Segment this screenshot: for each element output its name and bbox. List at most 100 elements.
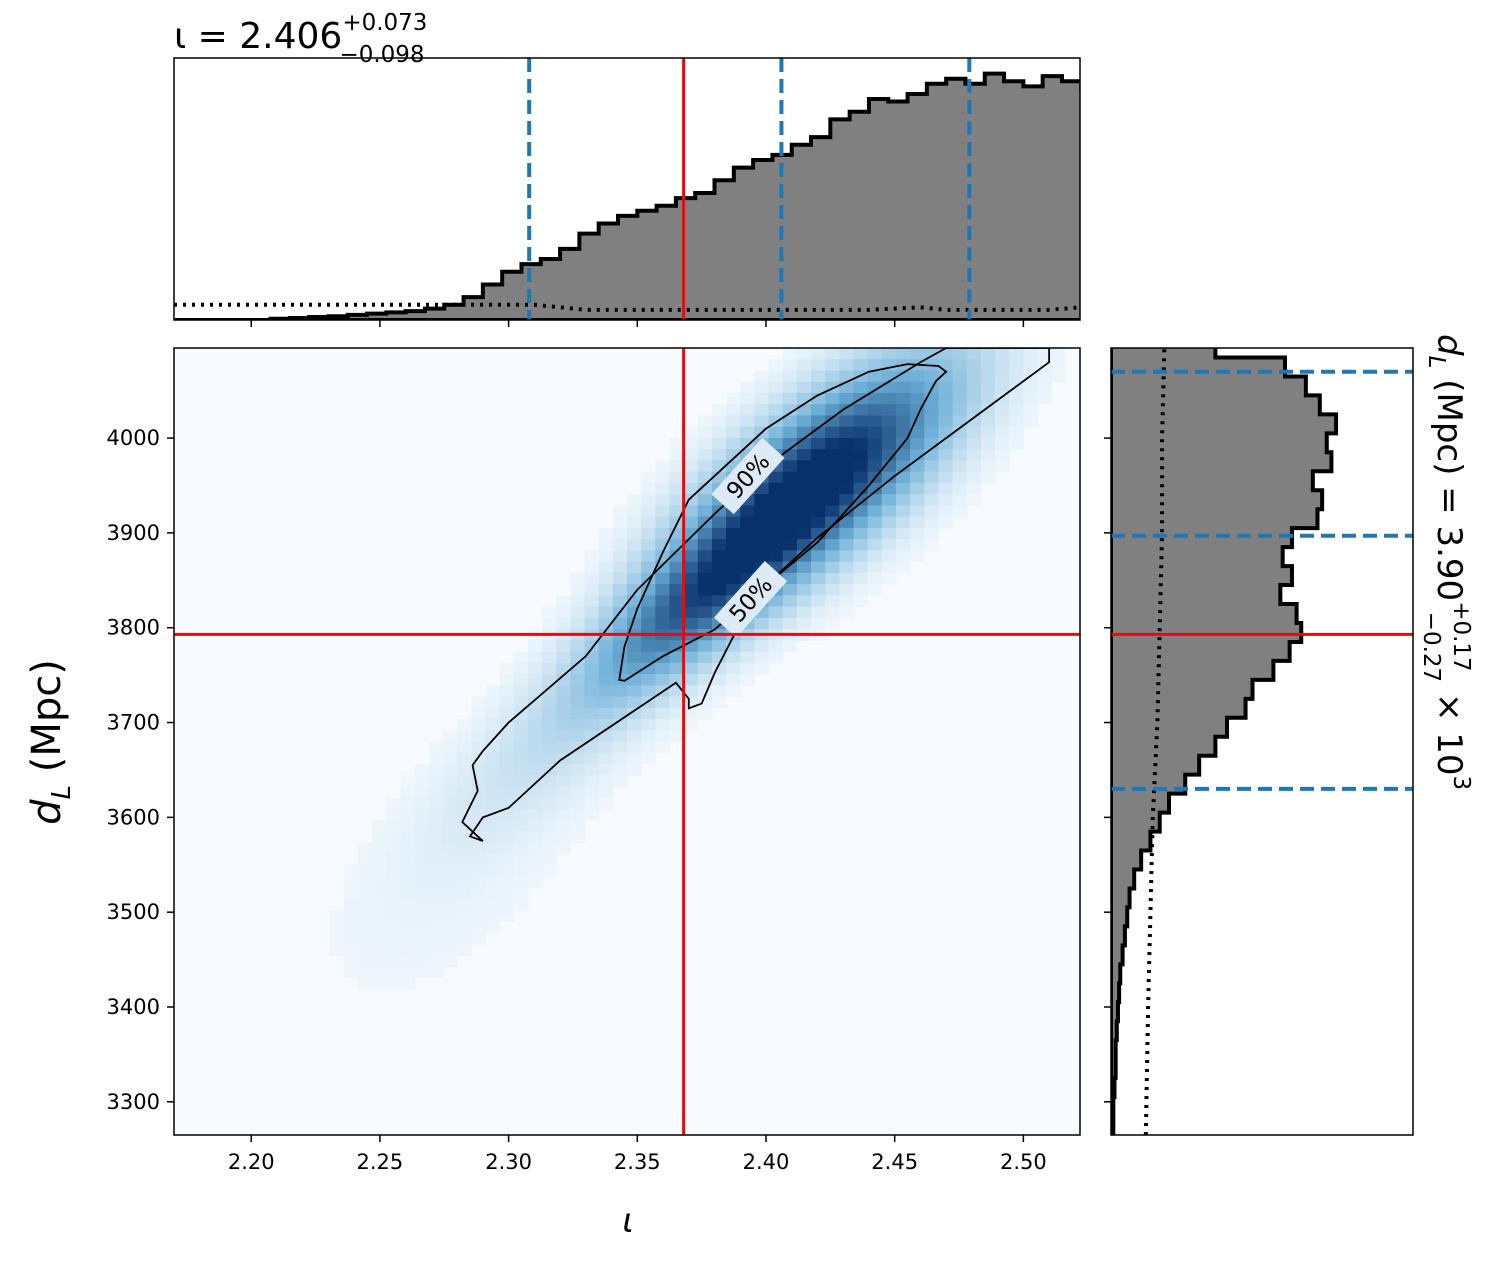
density-cell — [825, 449, 840, 462]
density-cell — [570, 617, 586, 630]
density-cell — [400, 977, 416, 990]
density-cell — [952, 437, 968, 450]
density-cell — [598, 651, 614, 664]
density-cell — [414, 910, 430, 922]
density-cell — [839, 471, 855, 484]
density-cell — [924, 426, 940, 439]
density-cell — [796, 404, 812, 417]
density-cell — [655, 505, 671, 518]
density-cell — [966, 460, 982, 473]
density-cell — [938, 482, 954, 495]
density-cell — [825, 415, 840, 428]
density-cell — [457, 808, 472, 821]
density-cell — [428, 763, 444, 776]
density-cell — [442, 775, 458, 788]
density-cell — [683, 662, 699, 675]
density-cell — [358, 955, 373, 967]
density-cell — [1009, 359, 1024, 372]
density-cell — [740, 381, 756, 394]
density-cell — [782, 348, 798, 360]
density-cell — [570, 651, 586, 664]
density-cell — [400, 865, 416, 878]
density-cell — [584, 741, 600, 754]
density-cell — [499, 898, 515, 911]
density-cell — [669, 505, 685, 518]
density-cell — [598, 786, 614, 799]
density-cell — [428, 786, 444, 799]
density-cell — [655, 527, 671, 540]
density-cell — [796, 370, 812, 383]
density-cell — [853, 426, 869, 439]
density-cell — [938, 505, 954, 518]
density-cell — [966, 359, 982, 372]
density-cell — [570, 741, 586, 754]
density-cell — [499, 910, 515, 922]
density-cell — [966, 404, 982, 417]
density-cell — [499, 763, 515, 776]
density-cell — [527, 775, 543, 788]
density-cell — [428, 842, 444, 855]
density-cell — [839, 381, 855, 394]
density-cell — [428, 797, 444, 810]
density-cell — [1009, 381, 1024, 394]
density-cell — [768, 494, 784, 506]
density-cell — [754, 392, 770, 405]
density-cell — [655, 741, 671, 754]
density-cell — [556, 617, 571, 630]
density-cell — [683, 696, 699, 709]
density-cell — [655, 572, 671, 585]
density-cell — [400, 943, 416, 956]
density-cell — [329, 910, 345, 922]
density-cell — [853, 359, 869, 372]
density-cell — [1009, 370, 1024, 383]
x-tick-label: 2.40 — [743, 1150, 790, 1174]
density-cell — [839, 460, 855, 473]
density-cell — [471, 853, 487, 866]
density-cell — [683, 606, 699, 619]
density-cell — [527, 662, 543, 675]
density-cell — [513, 651, 529, 664]
density-cell — [669, 719, 685, 731]
density-cell — [641, 527, 656, 540]
density-cell — [881, 348, 897, 360]
density-cell — [527, 685, 543, 698]
density-cell — [811, 550, 826, 563]
density-cell — [513, 752, 529, 765]
density-cell — [570, 707, 586, 720]
density-cell — [839, 415, 855, 428]
density-cell — [867, 482, 883, 495]
density-cell — [386, 808, 402, 821]
density-cell — [641, 741, 656, 754]
density-cell — [471, 730, 487, 743]
density-cell — [627, 719, 642, 731]
density-cell — [881, 359, 897, 372]
density-cell — [372, 876, 387, 889]
density-cell — [853, 460, 869, 473]
density-cell — [442, 910, 458, 922]
density-cell — [796, 460, 812, 473]
density-cell — [414, 966, 430, 979]
density-cell — [641, 730, 656, 743]
density-cell — [867, 550, 883, 563]
density-cell — [471, 932, 487, 945]
density-cell — [584, 595, 600, 608]
density-cell — [669, 606, 685, 619]
density-cell — [839, 539, 855, 551]
density-cell — [372, 966, 387, 979]
density-cell — [924, 482, 940, 495]
density-cell — [627, 505, 642, 518]
density-cell — [400, 853, 416, 866]
density-cell — [598, 763, 614, 776]
x-tick-label: 2.25 — [357, 1150, 404, 1174]
density-cell — [527, 853, 543, 866]
density-cell — [655, 595, 671, 608]
density-cell — [669, 730, 685, 743]
density-cell — [782, 640, 798, 653]
density-cell — [825, 595, 840, 608]
density-cell — [414, 808, 430, 821]
density-cell — [442, 921, 458, 934]
density-cell — [570, 808, 586, 821]
density-cell — [768, 561, 784, 574]
density-cell — [825, 527, 840, 540]
iota-histogram-panel: ι = 2.406+0.073 −0.098 — [173, 10, 1081, 327]
